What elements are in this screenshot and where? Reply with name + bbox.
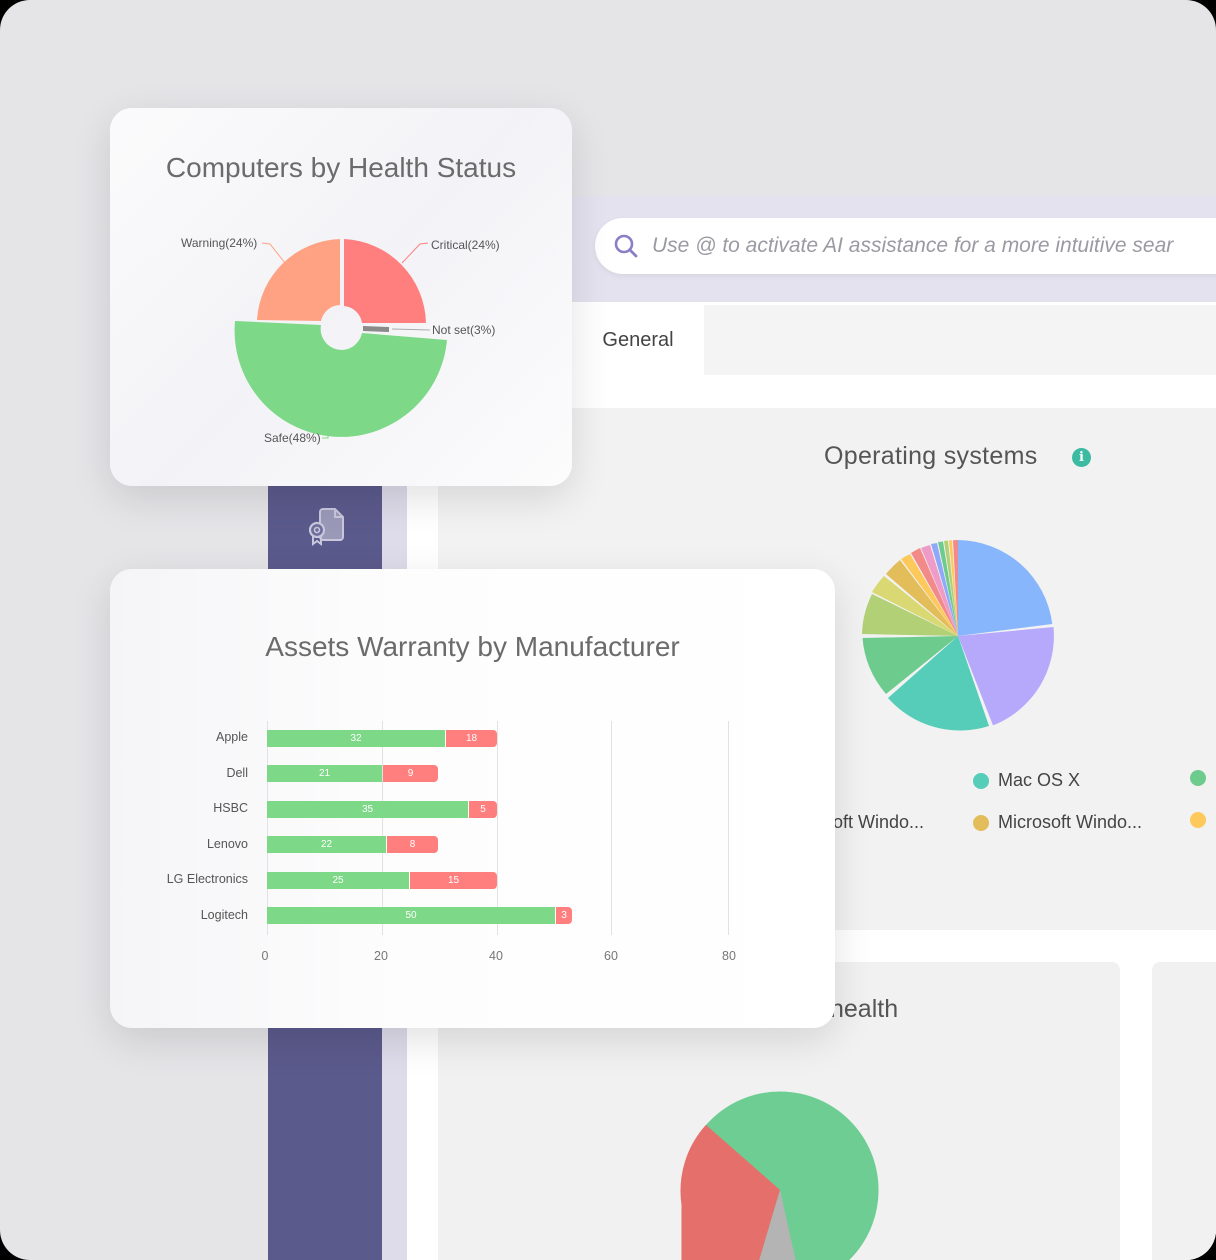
gridline — [611, 721, 612, 935]
os-panel-title: Operating systems — [824, 442, 1038, 470]
bar-expired[interactable]: 5 — [469, 801, 497, 818]
bar-expired[interactable]: 3 — [556, 907, 572, 924]
gridline — [267, 721, 268, 935]
legend-item-microsoft-windows-2[interactable]: Microsoft Windo... — [973, 812, 1142, 833]
bar-expired[interactable]: 15 — [410, 872, 497, 889]
next-panel — [1152, 962, 1216, 1260]
search-placeholder: Use @ to activate AI assistance for a mo… — [652, 234, 1174, 257]
legend-label: soft Windo... — [824, 812, 925, 832]
search-input[interactable]: Use @ to activate AI assistance for a mo… — [595, 218, 1216, 274]
bar-in-warranty[interactable]: 22 — [267, 836, 386, 853]
gridline — [728, 721, 729, 935]
pie-label-not-set: Not set(3%) — [432, 323, 496, 337]
pie-label-critical: Critical(24%) — [431, 238, 500, 252]
card-title: Assets Warranty by Manufacturer — [265, 631, 680, 662]
certificate-document-icon[interactable] — [303, 503, 349, 549]
health-pie-chart[interactable] — [645, 1090, 915, 1260]
axis-tick: 60 — [604, 949, 618, 963]
health-status-card: Computers by Health Status Warning(24%) … — [110, 108, 572, 486]
legend-dot — [1190, 812, 1206, 828]
axis-tick: 80 — [722, 949, 736, 963]
bar-expired[interactable]: 8 — [387, 836, 438, 853]
bar-in-warranty[interactable]: 21 — [267, 765, 382, 782]
legend-dot — [973, 814, 989, 831]
health-panel-title: health — [830, 995, 899, 1023]
bar-label: Dell — [226, 766, 248, 780]
axis-tick: 20 — [374, 949, 388, 963]
bar-expired[interactable]: 9 — [383, 765, 438, 782]
axis-tick: 40 — [489, 949, 503, 963]
bar-label: Apple — [216, 730, 248, 744]
legend-item-2[interactable] — [1190, 770, 1215, 786]
bar-label: LG Electronics — [166, 872, 248, 886]
search-icon — [614, 234, 638, 258]
tab-general[interactable]: General — [572, 305, 704, 375]
bar-in-warranty[interactable]: 50 — [267, 907, 555, 924]
legend-dot — [973, 772, 989, 789]
gridline — [497, 721, 498, 935]
legend-item-microsoft-windows-1[interactable]: soft Windo... — [824, 812, 924, 833]
legend-dot — [1190, 770, 1206, 786]
bar-in-warranty[interactable]: 25 — [267, 872, 409, 889]
legend-label: Microsoft Windo... — [998, 812, 1143, 832]
axis-tick: 0 — [261, 949, 269, 963]
bar-in-warranty[interactable]: 35 — [267, 801, 468, 818]
os-pie-chart[interactable] — [860, 538, 1056, 734]
info-icon[interactable]: i — [1072, 448, 1091, 467]
warranty-card: Assets Warranty by Manufacturer 0 20 40 … — [110, 569, 835, 1028]
health-status-pie[interactable] — [110, 108, 572, 486]
legend-label: Mac OS X — [998, 770, 1081, 790]
card-title: Computers by Health Status — [165, 152, 517, 183]
gridline — [382, 721, 383, 935]
bar-label: HSBC — [213, 801, 248, 815]
pie-label-safe: Safe(48%) — [264, 431, 321, 445]
bar-label: Logitech — [200, 908, 248, 922]
bar-in-warranty[interactable]: 32 — [267, 730, 445, 747]
bar-label: Lenovo — [206, 837, 248, 851]
pie-label-warning: Warning(24%) — [181, 236, 258, 250]
legend-item-5[interactable] — [1190, 812, 1215, 828]
legend-item-mac-os-x[interactable]: Mac OS X — [973, 770, 1080, 791]
bar-expired[interactable]: 18 — [446, 730, 497, 747]
